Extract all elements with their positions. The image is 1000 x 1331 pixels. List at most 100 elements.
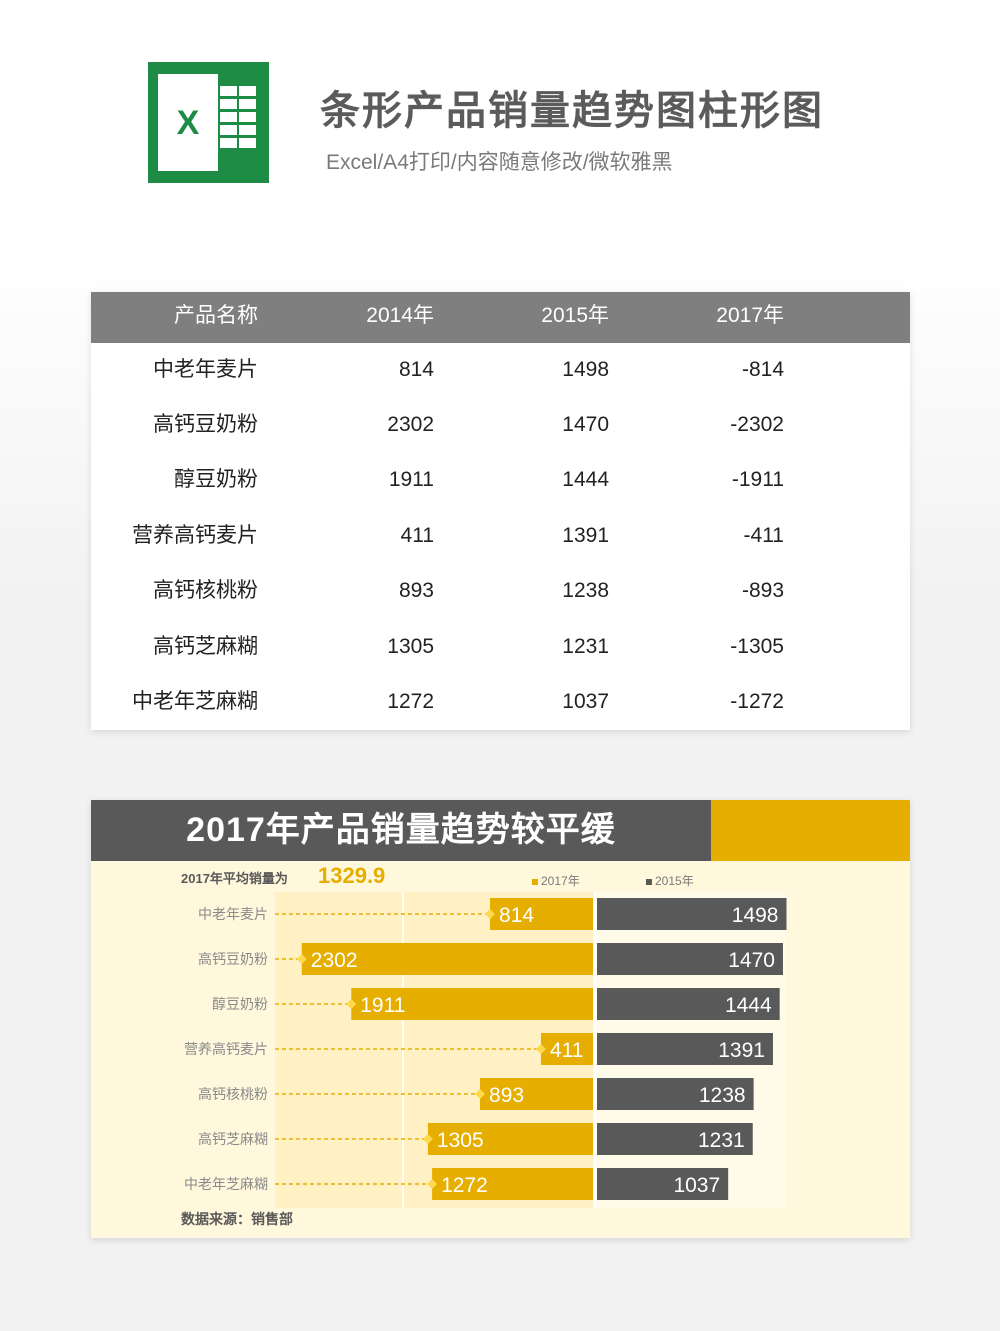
value-2014-cell: 1272 (387, 690, 434, 713)
value-2017-cell: -411 (743, 524, 784, 547)
category-label: 醇豆奶粉 (212, 996, 268, 1012)
data-label-2015: 1391 (718, 1039, 765, 1062)
header-cell-product: 产品名称 (174, 304, 258, 327)
legend-label-2015: 2015年 (655, 874, 694, 888)
data-label-2017: 2302 (311, 949, 358, 972)
value-2014-cell: 814 (398, 358, 434, 381)
bar-2017 (301, 943, 593, 975)
chart-title: 2017年产品销量趋势较平缓 (186, 811, 616, 849)
bar-2017 (427, 1123, 593, 1155)
value-2017-cell: -1305 (730, 635, 784, 658)
value-2015-cell: 1037 (562, 690, 609, 713)
value-2014-cell: 893 (398, 579, 434, 602)
legend-swatch-2015 (646, 878, 652, 885)
average-label: 2017年平均销量为 (181, 871, 288, 886)
bar-marker (296, 954, 307, 964)
data-label-2017: 1305 (437, 1129, 484, 1152)
table-row: 营养高钙麦片 411 1391 -411 (91, 509, 910, 564)
data-label-2015: 1498 (732, 904, 779, 927)
value-2017-cell: -1272 (730, 690, 784, 713)
value-2015-cell: 1498 (562, 358, 609, 381)
table-row: 高钙豆奶粉 2302 1470 -2302 (91, 398, 910, 453)
value-2015-cell: 1231 (562, 635, 609, 658)
chart-title-band (91, 800, 711, 861)
excel-logo-page (158, 74, 218, 171)
data-source-label: 数据来源：销售部 (181, 1211, 293, 1227)
bar-2017 (490, 898, 593, 930)
chart-card: 2017年产品销量趋势较平缓 2017年平均销量为 1329.9 2017年 2… (91, 800, 910, 1238)
header-cell-2014: 2014年 (366, 304, 434, 327)
category-label: 高钙豆奶粉 (198, 951, 268, 967)
excel-logo-grid-icon (220, 86, 256, 148)
chart-title-accent (711, 800, 910, 861)
bar-marker (427, 1179, 438, 1189)
bar-2015 (597, 898, 787, 930)
value-2017-cell: -814 (741, 358, 784, 381)
product-name-cell: 高钙核桃粉 (153, 579, 258, 602)
legend-label-2017: 2017年 (541, 874, 580, 888)
value-2017-cell: -1911 (731, 468, 784, 491)
legend-item-2015: 2015年 (646, 872, 694, 889)
value-2014-cell: 1305 (387, 635, 434, 658)
bar-2017 (541, 1033, 593, 1065)
bar-2017 (480, 1078, 593, 1110)
page-title: 条形产品销量趋势图柱形图 (320, 89, 824, 133)
product-name-cell: 高钙豆奶粉 (153, 413, 258, 436)
table-row: 醇豆奶粉 1911 1444 -1911 (91, 453, 910, 508)
bar-marker (536, 1044, 547, 1054)
value-2015-cell: 1470 (562, 413, 609, 436)
value-2014-cell: 411 (400, 524, 434, 547)
value-2015-cell: 1391 (562, 524, 609, 547)
category-label: 营养高钙麦片 (184, 1041, 268, 1057)
product-name-cell: 中老年芝麻糊 (132, 690, 258, 713)
product-name-cell: 高钙芝麻糊 (153, 635, 258, 658)
category-label: 中老年麦片 (198, 906, 268, 922)
bar-2015 (597, 1033, 773, 1065)
data-label-2017: 814 (499, 904, 534, 927)
legend-item-2017: 2017年 (532, 872, 580, 889)
value-2014-cell: 2302 (387, 413, 434, 436)
bar-chart: 中老年麦片 814 1498 高钙豆奶粉 2302 1470 醇豆奶粉 1911 1444 营养高… (184, 892, 787, 1208)
bar-2015 (597, 1078, 754, 1110)
legend-swatch-2017 (532, 878, 538, 885)
bar-2015 (597, 1123, 753, 1155)
bar-marker (422, 1134, 433, 1144)
product-name-cell: 醇豆奶粉 (174, 468, 258, 491)
bar-marker (346, 999, 357, 1009)
page-subtitle: Excel/A4打印/内容随意修改/微软雅黑 (326, 151, 673, 174)
data-label-2017: 893 (489, 1084, 524, 1107)
bar-2017 (351, 988, 593, 1020)
bar-marker (475, 1089, 486, 1099)
data-label-2017: 1272 (441, 1174, 488, 1197)
value-2015-cell: 1238 (562, 579, 609, 602)
sales-table: 产品名称 2014年 2015年 2017年 中老年麦片 814 1498 -8… (91, 292, 910, 730)
data-label-2015: 1238 (699, 1084, 746, 1107)
data-label-2017: 1911 (360, 994, 405, 1017)
table-row: 中老年麦片 814 1498 -814 (91, 343, 910, 398)
bar-2017 (432, 1168, 593, 1200)
data-label-2015: 1470 (728, 949, 775, 972)
bar-2015 (597, 943, 783, 975)
data-label-2015: 1444 (725, 994, 772, 1017)
value-2015-cell: 1444 (562, 468, 609, 491)
table-row: 高钙芝麻糊 1305 1231 -1305 (91, 620, 910, 675)
product-name-cell: 营养高钙麦片 (132, 524, 258, 547)
value-2017-cell: -2302 (730, 413, 784, 436)
data-label-2015: 1231 (698, 1129, 745, 1152)
category-label: 高钙核桃粉 (198, 1086, 268, 1102)
data-label-2017: 411 (550, 1039, 583, 1062)
average-value: 1329.9 (318, 863, 386, 888)
table-row: 高钙核桃粉 893 1238 -893 (91, 564, 910, 619)
product-name-cell: 中老年麦片 (153, 358, 258, 381)
value-2017-cell: -893 (741, 579, 784, 602)
category-label: 高钙芝麻糊 (198, 1131, 268, 1147)
header-cell-2015: 2015年 (541, 304, 609, 327)
bar-2015 (597, 988, 780, 1020)
excel-logo-letter: X (177, 104, 200, 142)
category-label: 中老年芝麻糊 (184, 1176, 268, 1192)
table-row: 中老年芝麻糊 1272 1037 -1272 (91, 675, 910, 730)
bar-2015 (597, 1168, 729, 1200)
value-2014-cell: 1911 (388, 468, 434, 491)
table-header-row: 产品名称 2014年 2015年 2017年 (91, 292, 910, 343)
data-label-2015: 1037 (673, 1174, 720, 1197)
